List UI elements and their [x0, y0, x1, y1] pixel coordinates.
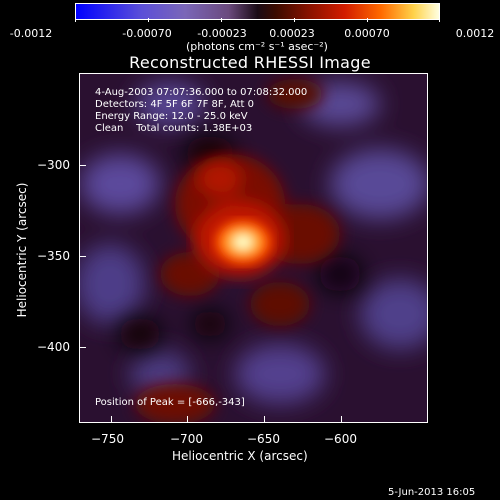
- y-tick-label: −300: [37, 158, 70, 172]
- colorbar-tick: [367, 18, 368, 22]
- x-tick: [341, 416, 342, 423]
- colorbar-tick: [148, 18, 149, 22]
- y-tick-label: −400: [37, 340, 70, 354]
- x-tick: [111, 416, 112, 423]
- colorbar-tick: [439, 18, 440, 22]
- y-axis-label: Heliocentric Y (arcsec): [15, 182, 29, 318]
- image-panel: [79, 73, 428, 423]
- y-tick-label: −350: [37, 249, 70, 263]
- colorbar-tick: [221, 18, 222, 22]
- peak-position-text: Position of Peak = [-666,-343]: [95, 397, 245, 408]
- source-core: [215, 220, 271, 264]
- energy-range-text: Energy Range: 12.0 - 25.0 keV: [95, 111, 248, 122]
- colorbar-units: (photons cm⁻² s⁻¹ asec⁻²): [186, 40, 328, 53]
- colorbar-label: 0.0012: [455, 27, 495, 40]
- negative-lobes: [80, 82, 427, 404]
- clean-counts-text: Clean Total counts: 1.38E+03: [95, 123, 253, 134]
- timestamp: 5-Jun-2013 16:05: [388, 487, 476, 498]
- colorbar-tick: [294, 18, 295, 22]
- x-tick-label: −600: [324, 432, 357, 446]
- dark-regions: [118, 136, 362, 350]
- x-tick-label: −750: [91, 432, 124, 446]
- x-tick-label: −700: [170, 432, 203, 446]
- x-tick: [264, 416, 265, 423]
- y-tick: [79, 165, 86, 166]
- colorbar: [75, 3, 440, 20]
- y-tick: [79, 347, 86, 348]
- image-title: Reconstructed RHESSI Image: [129, 53, 371, 72]
- colorbar-label: -0.00023: [197, 27, 247, 40]
- colorbar-label: 0.00070: [344, 27, 390, 40]
- colorbar-label: 0.00023: [269, 27, 315, 40]
- colorbar-tick: [75, 18, 76, 22]
- colorbar-label: -0.00070: [122, 27, 172, 40]
- detectors-text: Detectors: 4F 5F 6F 7F 8F, Att 0: [95, 99, 255, 110]
- flux-map: [80, 74, 427, 422]
- x-tick-label: −650: [247, 432, 280, 446]
- x-tick: [187, 416, 188, 423]
- y-tick: [79, 256, 86, 257]
- x-axis-label: Heliocentric X (arcsec): [172, 449, 308, 463]
- time-range-text: 4-Aug-2003 07:07:36.000 to 07:08:32.000: [95, 87, 308, 98]
- colorbar-label: -0.0012: [9, 27, 53, 40]
